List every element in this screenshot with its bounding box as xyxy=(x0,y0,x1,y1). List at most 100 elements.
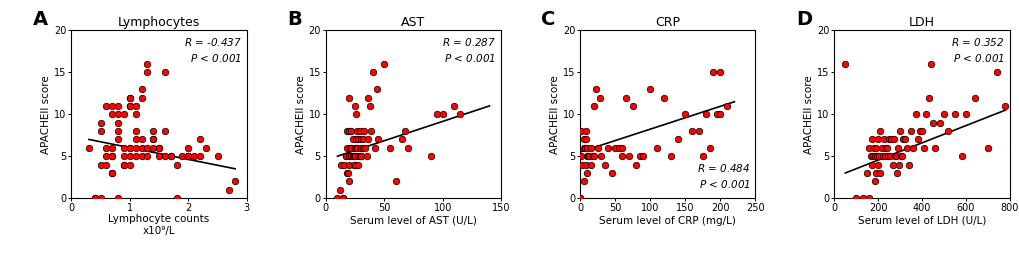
Point xyxy=(133,154,150,158)
Point xyxy=(337,154,354,158)
Point xyxy=(362,104,378,108)
Point xyxy=(694,154,710,158)
Point xyxy=(870,154,887,158)
Text: D: D xyxy=(795,10,811,29)
Point xyxy=(577,163,593,167)
Point xyxy=(344,154,361,158)
Point xyxy=(198,146,214,150)
Point xyxy=(894,154,910,158)
Point xyxy=(579,146,595,150)
Point xyxy=(878,146,895,150)
Point xyxy=(366,146,382,150)
Point xyxy=(881,154,898,158)
Point xyxy=(579,154,595,158)
Point xyxy=(393,137,410,141)
Point xyxy=(865,146,881,150)
Point xyxy=(718,104,735,108)
Point xyxy=(428,112,444,116)
Point xyxy=(352,129,368,133)
Point xyxy=(895,137,911,141)
Point xyxy=(635,154,651,158)
Point xyxy=(87,196,103,200)
Point xyxy=(381,146,397,150)
Point xyxy=(116,112,132,116)
Text: C: C xyxy=(541,10,555,29)
Point xyxy=(174,154,191,158)
Point xyxy=(157,70,173,74)
Point xyxy=(348,146,365,150)
Point xyxy=(340,179,357,183)
Y-axis label: APACHEII score: APACHEII score xyxy=(296,75,306,154)
Point xyxy=(347,146,364,150)
Point xyxy=(98,146,114,150)
Point xyxy=(332,163,348,167)
Point xyxy=(87,196,103,200)
Point xyxy=(580,154,596,158)
Point xyxy=(110,112,126,116)
Point xyxy=(104,146,120,150)
Point xyxy=(911,129,927,133)
Point xyxy=(708,112,725,116)
Point xyxy=(966,96,982,100)
Point xyxy=(589,146,605,150)
Point xyxy=(884,137,901,141)
Point xyxy=(875,154,892,158)
Point xyxy=(157,154,173,158)
Point xyxy=(369,87,385,91)
Y-axis label: APACHEII score: APACHEII score xyxy=(42,75,51,154)
Point xyxy=(335,196,352,200)
Text: $R$ = 0.287
$P$ < 0.001: $R$ = 0.287 $P$ < 0.001 xyxy=(441,36,495,64)
Point xyxy=(336,163,353,167)
Point xyxy=(350,154,366,158)
Point xyxy=(347,137,364,141)
Point xyxy=(329,196,345,200)
Point xyxy=(93,129,109,133)
Point xyxy=(451,112,468,116)
Point xyxy=(121,96,138,100)
Point xyxy=(162,154,178,158)
Point xyxy=(358,154,374,158)
Point xyxy=(340,96,357,100)
Point xyxy=(711,112,728,116)
Point xyxy=(882,137,899,141)
Point xyxy=(866,179,882,183)
X-axis label: Lymphocyte counts
x10⁹/L: Lymphocyte counts x10⁹/L xyxy=(108,214,210,236)
Point xyxy=(346,154,363,158)
Point xyxy=(110,121,126,125)
Point xyxy=(871,171,888,175)
Point xyxy=(887,154,903,158)
Point xyxy=(575,137,591,141)
Point xyxy=(610,146,627,150)
Point xyxy=(355,146,371,150)
Point xyxy=(613,146,630,150)
Point xyxy=(919,96,935,100)
Point xyxy=(110,129,126,133)
Point xyxy=(104,154,120,158)
Point xyxy=(587,87,603,91)
Point xyxy=(926,146,943,150)
Point xyxy=(346,104,363,108)
Point xyxy=(613,154,630,158)
Point xyxy=(121,96,138,100)
Text: $R$ = 0.352
$P$ < 0.001: $R$ = 0.352 $P$ < 0.001 xyxy=(950,36,1004,64)
Point xyxy=(345,163,362,167)
Point xyxy=(221,188,237,192)
Point xyxy=(363,129,379,133)
Point xyxy=(987,70,1004,74)
Point xyxy=(98,104,114,108)
X-axis label: Serum level of AST (U/L): Serum level of AST (U/L) xyxy=(350,216,477,226)
Point xyxy=(879,154,896,158)
Point xyxy=(592,154,608,158)
Point xyxy=(343,129,360,133)
Point xyxy=(121,163,138,167)
Point xyxy=(180,154,197,158)
Point xyxy=(127,137,144,141)
Point xyxy=(151,146,167,150)
Point xyxy=(868,154,884,158)
Point xyxy=(340,154,357,158)
Point xyxy=(133,96,150,100)
Point xyxy=(848,196,864,200)
Point xyxy=(888,171,904,175)
Title: AST: AST xyxy=(400,16,425,29)
Point xyxy=(873,154,890,158)
